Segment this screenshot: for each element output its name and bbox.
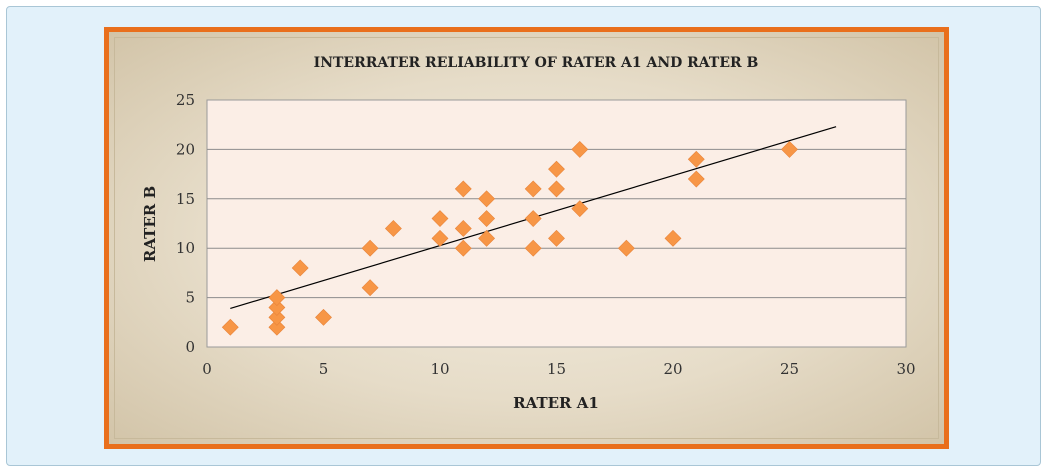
data-point bbox=[478, 190, 496, 208]
data-point bbox=[781, 140, 798, 158]
data-point bbox=[548, 180, 565, 198]
data-point bbox=[268, 308, 286, 326]
data-point bbox=[687, 150, 705, 168]
x-axis-title: RATER A1 bbox=[513, 394, 599, 412]
data-point bbox=[524, 210, 542, 227]
data-point bbox=[431, 210, 449, 227]
chart-title: INTERRATER RELIABILITY OF RATER A1 AND R… bbox=[314, 55, 759, 71]
x-tick-label: 10 bbox=[430, 360, 449, 378]
data-point bbox=[268, 299, 286, 316]
data-point bbox=[454, 239, 472, 257]
data-point bbox=[384, 220, 402, 237]
data-point bbox=[268, 289, 286, 307]
x-tick-label: 15 bbox=[547, 360, 566, 378]
y-tick-label: 0 bbox=[185, 338, 195, 356]
data-point bbox=[454, 180, 472, 198]
y-tick-label: 5 bbox=[185, 289, 195, 307]
y-tick-label: 25 bbox=[176, 91, 195, 109]
y-tick-label: 20 bbox=[176, 140, 195, 158]
data-point bbox=[361, 239, 379, 257]
data-point bbox=[571, 200, 589, 218]
data-point bbox=[617, 239, 635, 257]
data-point bbox=[431, 229, 449, 247]
y-tick-label: 15 bbox=[176, 190, 195, 208]
data-point bbox=[548, 160, 565, 178]
data-point bbox=[478, 229, 496, 247]
data-points bbox=[221, 140, 798, 336]
data-point bbox=[268, 318, 286, 336]
data-point bbox=[571, 140, 589, 158]
data-point bbox=[315, 308, 332, 326]
x-tick-label: 30 bbox=[896, 360, 915, 378]
chart-frame: INTERRATER RELIABILITY OF RATER A1 AND R… bbox=[104, 27, 949, 449]
scatter-chart: INTERRATER RELIABILITY OF RATER A1 AND R… bbox=[141, 55, 916, 412]
data-point bbox=[454, 220, 472, 237]
tick-labels: 0 5 10 15 20 25 0 5 10 15 20 25 30 bbox=[176, 91, 916, 378]
data-point bbox=[291, 259, 309, 277]
data-point bbox=[478, 210, 496, 227]
data-point bbox=[361, 279, 379, 297]
data-point bbox=[221, 318, 239, 336]
data-point bbox=[664, 229, 682, 247]
y-axis-title: RATER B bbox=[141, 186, 159, 262]
x-tick-label: 25 bbox=[780, 360, 799, 378]
x-tick-label: 20 bbox=[663, 360, 682, 378]
data-point bbox=[548, 229, 565, 247]
x-tick-label: 0 bbox=[202, 360, 212, 378]
x-tick-label: 5 bbox=[319, 360, 329, 378]
data-point bbox=[524, 180, 542, 198]
data-point bbox=[687, 170, 705, 188]
data-point bbox=[524, 239, 542, 257]
y-tick-label: 10 bbox=[176, 239, 195, 257]
